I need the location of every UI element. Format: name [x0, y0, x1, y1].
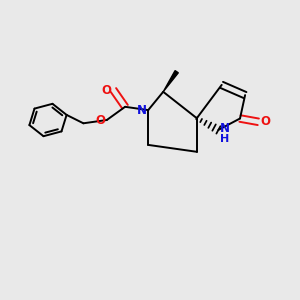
Text: O: O	[102, 83, 112, 97]
Text: H: H	[220, 134, 230, 144]
Text: O: O	[95, 113, 105, 127]
Text: N: N	[220, 122, 230, 135]
Text: O: O	[260, 115, 270, 128]
Text: N: N	[136, 103, 147, 117]
Polygon shape	[163, 70, 178, 92]
